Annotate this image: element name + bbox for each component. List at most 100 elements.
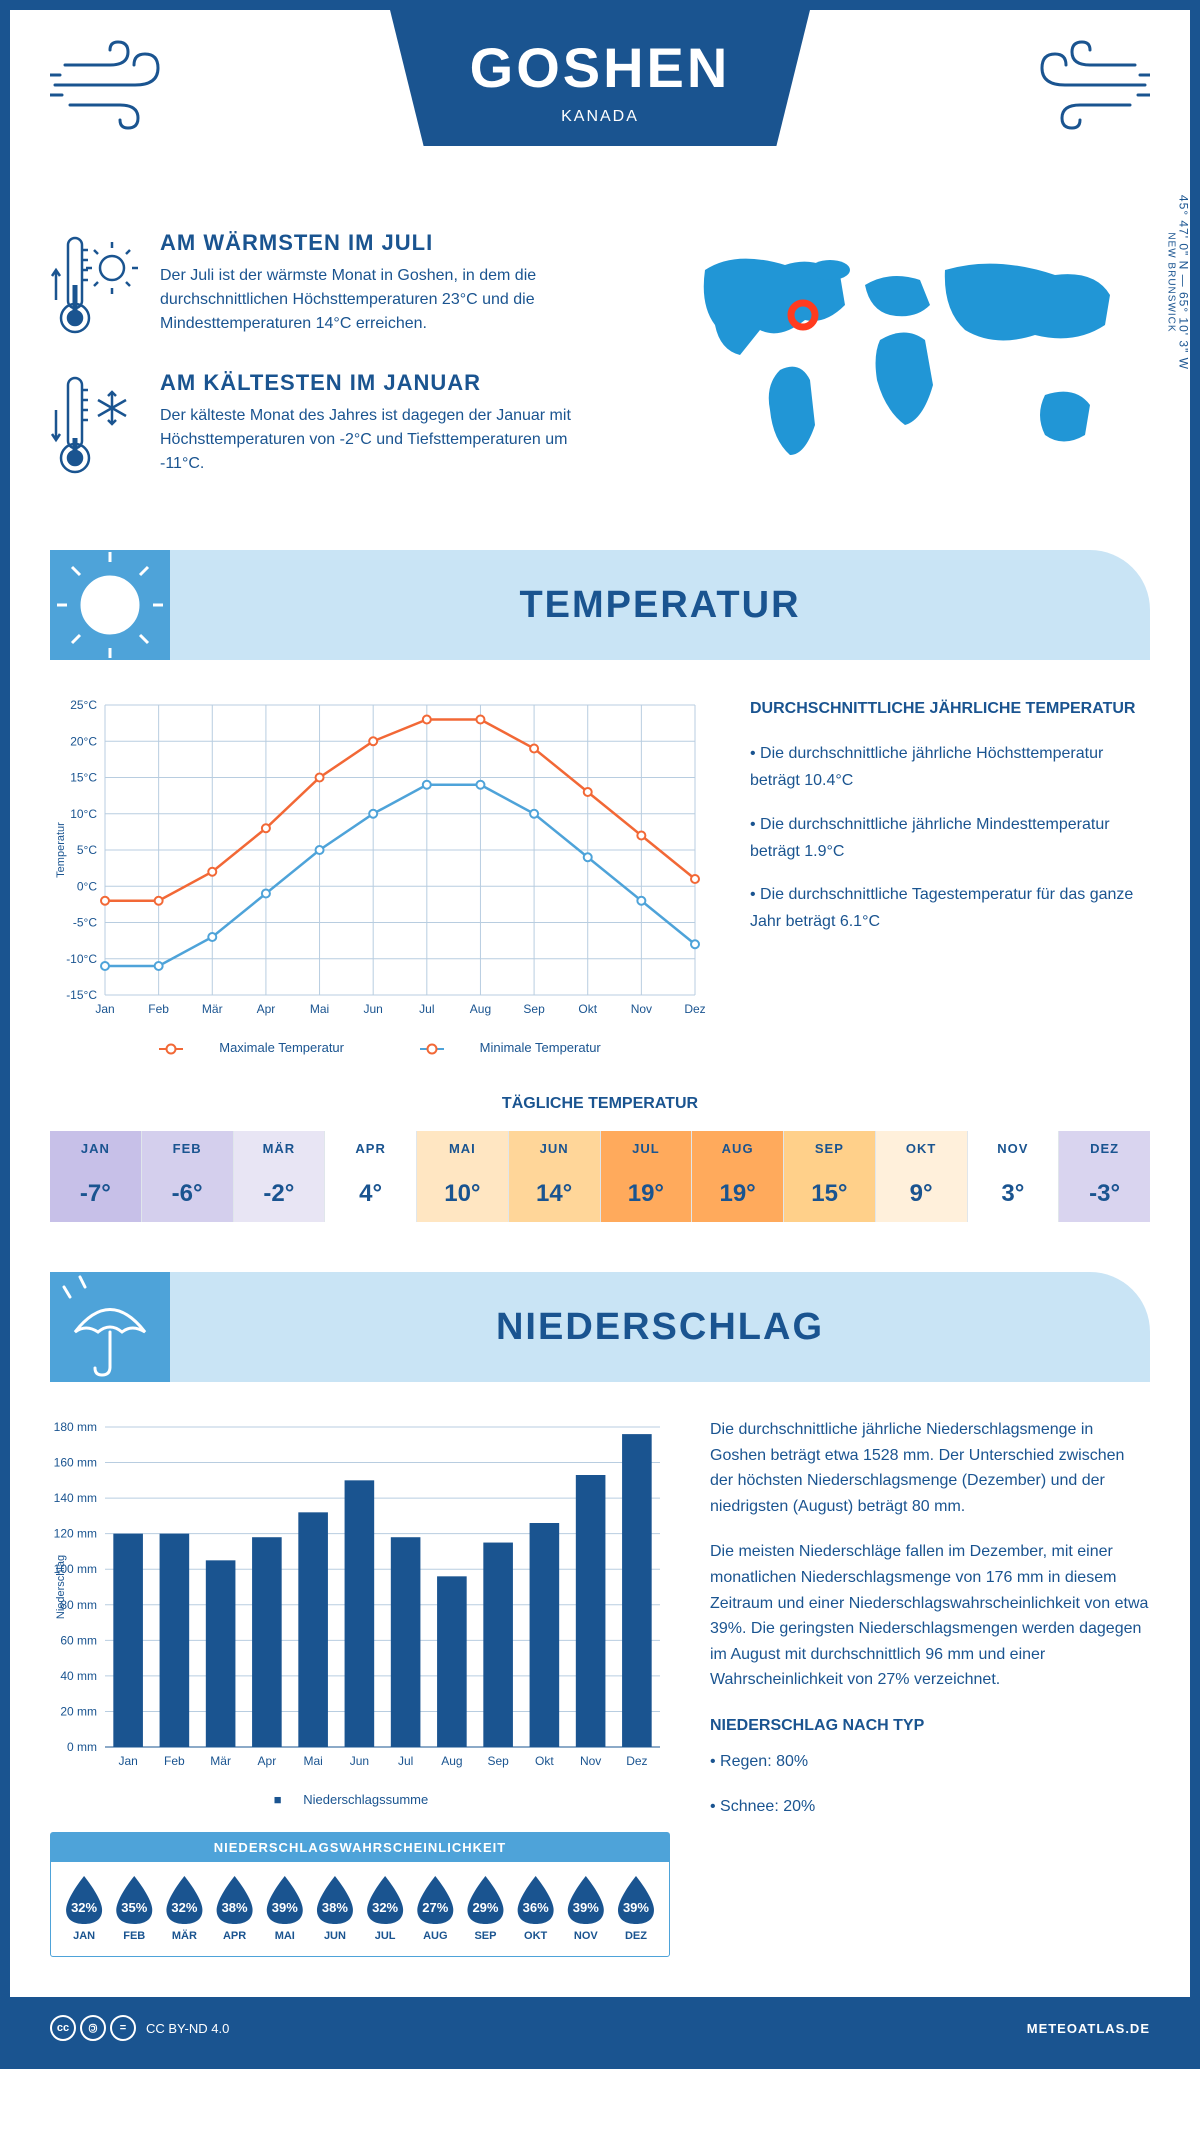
svg-text:Jan: Jan (95, 1002, 114, 1016)
svg-text:160 mm: 160 mm (54, 1456, 97, 1470)
precip-type-title: NIEDERSCHLAG NACH TYP (710, 1713, 1150, 1739)
drop-icon: 27% (415, 1876, 455, 1924)
svg-text:-15°C: -15°C (66, 988, 97, 1002)
prob-cell: 32%MÄR (159, 1876, 209, 1942)
title-banner: GOSHEN KANADA (390, 10, 810, 146)
drop-icon: 29% (465, 1876, 505, 1924)
prob-cell: 35%FEB (109, 1876, 159, 1942)
prob-cell: 32%JAN (59, 1876, 109, 1942)
daily-cell: MÄR-2° (234, 1131, 326, 1222)
precip-summary: Die durchschnittliche jährliche Niedersc… (710, 1417, 1150, 1957)
warm-text: Der Juli ist der wärmste Monat in Goshen… (160, 264, 610, 336)
prob-title: NIEDERSCHLAGSWAHRSCHEINLICHKEIT (51, 1833, 669, 1862)
temp-summary: DURCHSCHNITTLICHE JÄHRLICHE TEMPERATUR •… (750, 695, 1150, 1055)
svg-text:Dez: Dez (626, 1754, 647, 1768)
cold-text: Der kälteste Monat des Jahres ist dagege… (160, 404, 610, 476)
svg-text:0°C: 0°C (77, 879, 97, 893)
section-title-precip: NIEDERSCHLAG (170, 1306, 1150, 1349)
svg-text:40 mm: 40 mm (60, 1669, 97, 1683)
daily-cell: MAI10° (417, 1131, 509, 1222)
svg-text:Jun: Jun (364, 1002, 383, 1016)
svg-text:Mär: Mär (210, 1754, 231, 1768)
prob-cell: 29%SEP (460, 1876, 510, 1942)
map-area: 45° 47' 0" N — 65° 10' 3" W NEW BRUNSWIC… (640, 230, 1150, 510)
svg-text:Jun: Jun (350, 1754, 369, 1768)
svg-text:Okt: Okt (578, 1002, 597, 1016)
svg-text:Sep: Sep (523, 1002, 545, 1016)
svg-text:Jul: Jul (419, 1002, 434, 1016)
page-title: GOSHEN (450, 35, 750, 100)
svg-text:Temperatur: Temperatur (55, 822, 67, 878)
cold-title: AM KÄLTESTEN IM JANUAR (160, 370, 610, 396)
warm-title: AM WÄRMSTEN IM JULI (160, 230, 610, 256)
svg-text:120 mm: 120 mm (54, 1527, 97, 1541)
temp-info-title: DURCHSCHNITTLICHE JÄHRLICHE TEMPERATUR (750, 695, 1150, 722)
drop-icon: 35% (114, 1876, 154, 1924)
daily-cell: SEP15° (784, 1131, 876, 1222)
svg-text:5°C: 5°C (77, 843, 97, 857)
footer: cc🄯= CC BY-ND 4.0 METEOATLAS.DE (10, 1997, 1190, 2059)
page-subtitle: KANADA (450, 108, 750, 126)
drop-icon: 32% (64, 1876, 104, 1924)
svg-text:Feb: Feb (164, 1754, 185, 1768)
svg-text:60 mm: 60 mm (60, 1633, 97, 1647)
daily-cell: APR4° (325, 1131, 417, 1222)
drop-icon: 38% (215, 1876, 255, 1924)
section-banner-precip: NIEDERSCHLAG (50, 1272, 1150, 1382)
svg-text:Feb: Feb (148, 1002, 169, 1016)
temperature-chart: -15°C-10°C-5°C0°C5°C10°C15°C20°C25°CJanF… (50, 695, 710, 1055)
prob-cell: 32%JUL (360, 1876, 410, 1942)
daily-cell: JAN-7° (50, 1131, 142, 1222)
thermometer-snow-icon (50, 370, 140, 480)
prob-cell: 27%AUG (410, 1876, 460, 1942)
world-map-icon (640, 230, 1150, 490)
svg-text:15°C: 15°C (70, 771, 97, 785)
svg-text:Aug: Aug (441, 1754, 462, 1768)
legend-min: Minimale Temperatur (480, 1040, 601, 1055)
svg-text:-10°C: -10°C (66, 952, 97, 966)
drop-icon: 38% (315, 1876, 355, 1924)
drop-icon: 39% (616, 1876, 656, 1924)
svg-text:Dez: Dez (684, 1002, 705, 1016)
svg-text:0 mm: 0 mm (67, 1740, 97, 1754)
svg-text:Jul: Jul (398, 1754, 413, 1768)
section-banner-temp: TEMPERATUR (50, 550, 1150, 660)
daily-cell: FEB-6° (142, 1131, 234, 1222)
svg-text:20°C: 20°C (70, 734, 97, 748)
prob-cell: 38%JUN (310, 1876, 360, 1942)
svg-text:Nov: Nov (631, 1002, 652, 1016)
prob-cell: 36%OKT (511, 1876, 561, 1942)
license-text: CC BY-ND 4.0 (146, 2021, 229, 2036)
drop-icon: 39% (265, 1876, 305, 1924)
header: GOSHEN KANADA (50, 10, 1150, 200)
wind-icon (1020, 40, 1150, 130)
daily-cell: OKT9° (876, 1131, 968, 1222)
brand-text: METEOATLAS.DE (1027, 2021, 1150, 2036)
daily-cell: JUN14° (509, 1131, 601, 1222)
wind-icon (50, 40, 180, 130)
thermometer-sun-icon (50, 230, 140, 340)
umbrella-icon (50, 1272, 170, 1382)
svg-text:Aug: Aug (470, 1002, 491, 1016)
legend-max: Maximale Temperatur (219, 1040, 344, 1055)
svg-text:Sep: Sep (487, 1754, 509, 1768)
legend-precip: Niederschlagssumme (303, 1792, 428, 1807)
svg-text:Niederschlag: Niederschlag (55, 1555, 67, 1619)
sun-icon (50, 550, 170, 660)
svg-text:180 mm: 180 mm (54, 1420, 97, 1434)
warm-block: AM WÄRMSTEN IM JULI Der Juli ist der wär… (50, 230, 610, 340)
svg-text:Okt: Okt (535, 1754, 554, 1768)
prob-cell: 39%MAI (260, 1876, 310, 1942)
svg-text:25°C: 25°C (70, 698, 97, 712)
drop-icon: 39% (566, 1876, 606, 1924)
info-section: AM WÄRMSTEN IM JULI Der Juli ist der wär… (50, 230, 1150, 510)
svg-text:Mär: Mär (202, 1002, 223, 1016)
daily-cell: DEZ-3° (1059, 1131, 1150, 1222)
prob-cell: 38%APR (210, 1876, 260, 1942)
svg-text:140 mm: 140 mm (54, 1491, 97, 1505)
svg-text:Apr: Apr (257, 1002, 276, 1016)
daily-title: TÄGLICHE TEMPERATUR (50, 1095, 1150, 1113)
coordinates: 45° 47' 0" N — 65° 10' 3" W NEW BRUNSWIC… (1166, 195, 1191, 370)
section-title-temp: TEMPERATUR (170, 584, 1150, 627)
daily-cell: NOV3° (968, 1131, 1060, 1222)
